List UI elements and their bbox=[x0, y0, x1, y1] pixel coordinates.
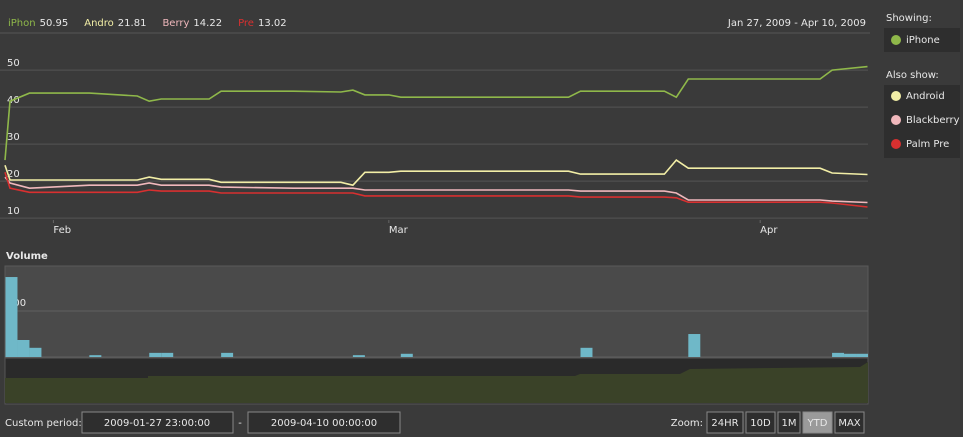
y-tick-label: 30 bbox=[7, 132, 20, 143]
zoom-button[interactable] bbox=[834, 411, 865, 434]
legend-label[interactable]: iPhone bbox=[906, 35, 940, 46]
sidebar-label: Showing: bbox=[886, 13, 932, 24]
ticker-value: 21.81 bbox=[118, 18, 147, 29]
sidebar-label: Also show: bbox=[886, 70, 939, 81]
period-separator: - bbox=[238, 418, 242, 429]
period-end[interactable]: 2009-04-10 00:00:00 bbox=[271, 418, 377, 429]
zoom-button-label[interactable]: 24HR bbox=[711, 418, 738, 429]
period-start[interactable]: 2009-01-27 23:00:00 bbox=[104, 418, 210, 429]
series-line bbox=[4, 159, 868, 187]
ticker-label: Berry bbox=[162, 18, 189, 29]
x-tick-label: Mar bbox=[389, 225, 409, 236]
bar bbox=[161, 352, 174, 357]
bar bbox=[17, 339, 30, 357]
ticker-value: 50.95 bbox=[40, 18, 69, 29]
ticker-value: 14.22 bbox=[193, 18, 222, 29]
bar bbox=[832, 352, 845, 357]
ticker-label: iPhon bbox=[8, 18, 36, 29]
navigator-area bbox=[5, 362, 868, 403]
bar bbox=[688, 334, 701, 357]
zoom-button[interactable] bbox=[706, 411, 744, 434]
ticker-label: Andro bbox=[84, 18, 114, 29]
bar bbox=[352, 355, 365, 357]
bar bbox=[149, 352, 162, 357]
series-line bbox=[4, 176, 868, 204]
date-range: Jan 27, 2009 - Apr 10, 2009 bbox=[727, 18, 866, 29]
legend-swatch bbox=[891, 139, 901, 149]
y-tick-label: 10 bbox=[7, 206, 20, 217]
legend-label[interactable]: Palm Pre bbox=[906, 139, 949, 150]
bar bbox=[580, 347, 593, 357]
bar bbox=[89, 355, 102, 357]
y-tick-label: 20 bbox=[7, 169, 20, 180]
legend-label[interactable]: Blackberry bbox=[906, 115, 960, 126]
zoom-button-label[interactable]: 1M bbox=[782, 418, 797, 429]
y-tick-label: 50 bbox=[7, 58, 20, 69]
zoom-button[interactable] bbox=[802, 411, 833, 434]
ticker-label: Pre bbox=[238, 18, 254, 29]
series-line bbox=[4, 65, 868, 161]
bar bbox=[856, 353, 868, 357]
zoom-button[interactable] bbox=[777, 411, 801, 434]
bar bbox=[5, 277, 18, 357]
x-tick-label: Feb bbox=[53, 225, 71, 236]
ticker-value: 13.02 bbox=[258, 18, 287, 29]
legend-swatch bbox=[891, 115, 901, 125]
custom-period-label: Custom period: bbox=[5, 418, 82, 429]
bar bbox=[221, 352, 234, 357]
legend-swatch bbox=[891, 35, 901, 45]
legend-swatch bbox=[891, 91, 901, 101]
x-tick-label: Apr bbox=[760, 225, 778, 236]
bar bbox=[29, 347, 42, 357]
zoom-button-label[interactable]: 10D bbox=[750, 418, 771, 429]
period-end-input[interactable] bbox=[247, 411, 401, 434]
zoom-button[interactable] bbox=[745, 411, 776, 434]
zoom-label: Zoom: bbox=[671, 418, 703, 429]
legend-label[interactable]: Android bbox=[906, 91, 945, 102]
bar bbox=[400, 353, 413, 357]
volume-title: Volume bbox=[6, 251, 48, 262]
zoom-button-label[interactable]: MAX bbox=[838, 418, 860, 429]
bar bbox=[844, 353, 857, 357]
zoom-button-label[interactable]: YTD bbox=[807, 418, 828, 429]
period-start-input[interactable] bbox=[81, 411, 234, 434]
series-line bbox=[4, 172, 868, 208]
